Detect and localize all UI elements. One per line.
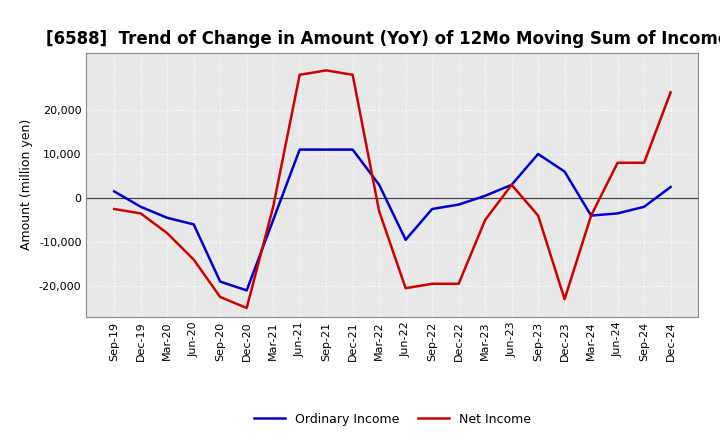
Y-axis label: Amount (million yen): Amount (million yen) [20, 119, 33, 250]
Ordinary Income [587, 213, 595, 218]
Ordinary Income [163, 215, 171, 220]
Ordinary Income [348, 147, 357, 152]
Ordinary Income [428, 206, 436, 212]
Net Income [216, 294, 225, 300]
Ordinary Income [508, 182, 516, 187]
Net Income [189, 257, 198, 262]
Ordinary Income [454, 202, 463, 207]
Net Income [348, 72, 357, 77]
Title: [6588]  Trend of Change in Amount (YoY) of 12Mo Moving Sum of Incomes: [6588] Trend of Change in Amount (YoY) o… [46, 30, 720, 48]
Net Income [163, 231, 171, 236]
Net Income [110, 206, 119, 212]
Net Income [295, 72, 304, 77]
Ordinary Income [560, 169, 569, 174]
Ordinary Income [375, 182, 384, 187]
Net Income [136, 211, 145, 216]
Net Income [613, 160, 622, 165]
Net Income [454, 281, 463, 286]
Ordinary Income [136, 204, 145, 209]
Line: Net Income: Net Income [114, 70, 670, 308]
Net Income [401, 286, 410, 291]
Net Income [269, 204, 277, 209]
Net Income [508, 182, 516, 187]
Net Income [375, 209, 384, 214]
Ordinary Income [322, 147, 330, 152]
Net Income [560, 297, 569, 302]
Ordinary Income [110, 189, 119, 194]
Ordinary Income [640, 204, 649, 209]
Net Income [243, 305, 251, 311]
Ordinary Income [216, 279, 225, 284]
Net Income [666, 90, 675, 95]
Net Income [428, 281, 436, 286]
Net Income [322, 68, 330, 73]
Ordinary Income [481, 193, 490, 198]
Ordinary Income [534, 151, 542, 157]
Ordinary Income [666, 184, 675, 190]
Net Income [587, 213, 595, 218]
Line: Ordinary Income: Ordinary Income [114, 150, 670, 290]
Net Income [534, 213, 542, 218]
Net Income [481, 217, 490, 223]
Net Income [640, 160, 649, 165]
Ordinary Income [613, 211, 622, 216]
Ordinary Income [189, 222, 198, 227]
Ordinary Income [295, 147, 304, 152]
Ordinary Income [269, 217, 277, 223]
Legend: Ordinary Income, Net Income: Ordinary Income, Net Income [248, 407, 536, 430]
Ordinary Income [401, 237, 410, 242]
Ordinary Income [243, 288, 251, 293]
